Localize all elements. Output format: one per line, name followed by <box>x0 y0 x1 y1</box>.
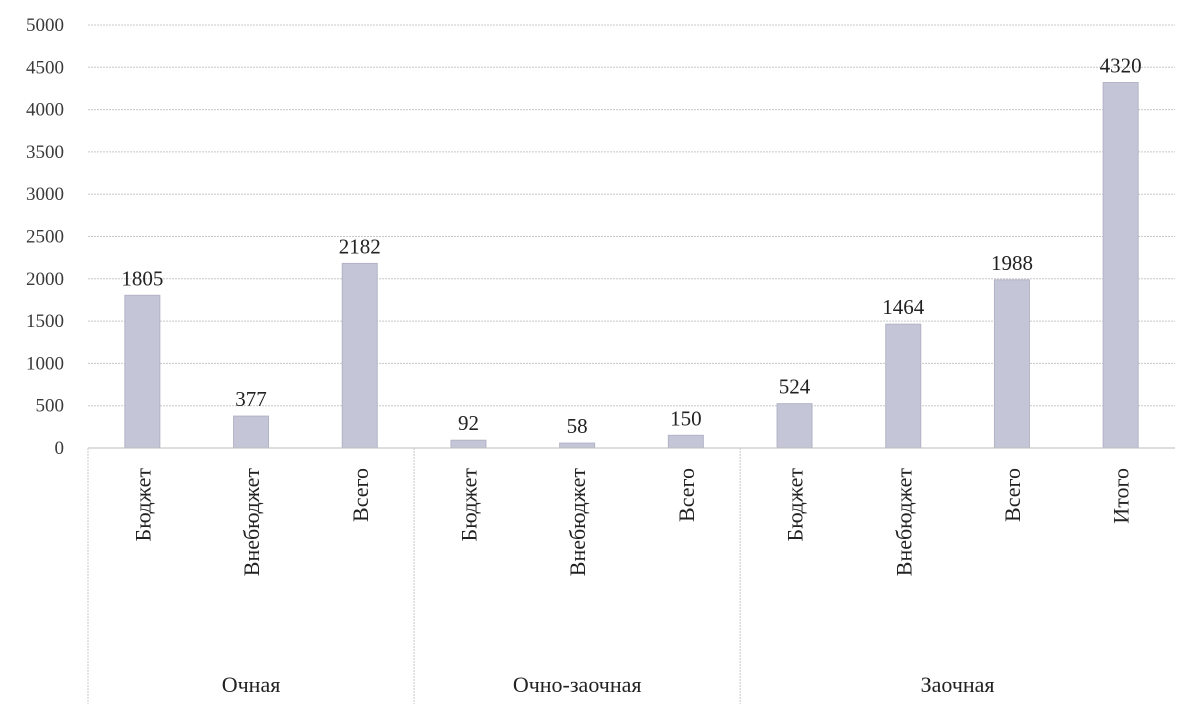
category-label: Внебюджет <box>891 468 916 577</box>
y-tick-label: 2000 <box>26 269 64 290</box>
bar <box>667 434 704 449</box>
data-label: 377 <box>235 387 267 411</box>
bar <box>776 403 813 449</box>
category-label: Итого <box>1109 468 1134 524</box>
y-tick-label: 4000 <box>26 100 64 121</box>
y-tick-label: 500 <box>36 396 65 417</box>
data-label: 4320 <box>1100 54 1142 78</box>
category-label: Всего <box>348 468 373 522</box>
group-label: Очно-заочная <box>513 672 642 697</box>
y-tick-label: 0 <box>55 438 65 459</box>
gridlines <box>88 24 1175 407</box>
bar <box>885 323 922 449</box>
group-label: Заочная <box>921 672 995 697</box>
data-label: 150 <box>670 406 702 430</box>
bar <box>1102 82 1139 449</box>
y-axis: 0 500 1000 1500 2000 2500 3000 3500 4000 4500 5000 <box>26 15 64 459</box>
data-label: 524 <box>779 375 811 399</box>
category-label: Внебюджет <box>239 468 264 577</box>
bar <box>124 294 161 449</box>
bars <box>124 82 1139 449</box>
data-label: 1805 <box>121 266 163 290</box>
y-tick-label: 1000 <box>26 353 64 374</box>
bar <box>993 279 1030 449</box>
bar <box>341 262 378 449</box>
category-label: Бюджет <box>130 468 155 542</box>
data-label: 1464 <box>882 295 925 319</box>
bar <box>450 439 487 449</box>
y-tick-label: 4500 <box>26 57 64 78</box>
group-label: Очная <box>222 672 281 697</box>
category-label: Бюджет <box>783 468 808 542</box>
y-tick-label: 3000 <box>26 184 64 205</box>
data-label: 92 <box>458 411 479 435</box>
bar <box>233 415 270 449</box>
y-tick-label: 5000 <box>26 15 64 36</box>
data-label: 1988 <box>991 251 1033 275</box>
y-tick-label: 1500 <box>26 311 64 332</box>
data-label: 2182 <box>339 234 381 258</box>
category-label: Всего <box>674 468 699 522</box>
category-label: Внебюджет <box>565 468 590 577</box>
y-tick-label: 3500 <box>26 142 64 163</box>
bar <box>559 442 596 449</box>
data-labels: 1805 377 2182 92 58 150 524 1464 1988 4320 <box>121 54 1141 439</box>
category-label: Бюджет <box>456 468 481 542</box>
x-axis: Бюджет Внебюджет Всего Очная Бюджет Внебюджет… <box>87 447 1175 704</box>
data-label: 58 <box>567 414 588 438</box>
category-label: Всего <box>1000 468 1025 522</box>
y-tick-label: 2500 <box>26 227 64 248</box>
